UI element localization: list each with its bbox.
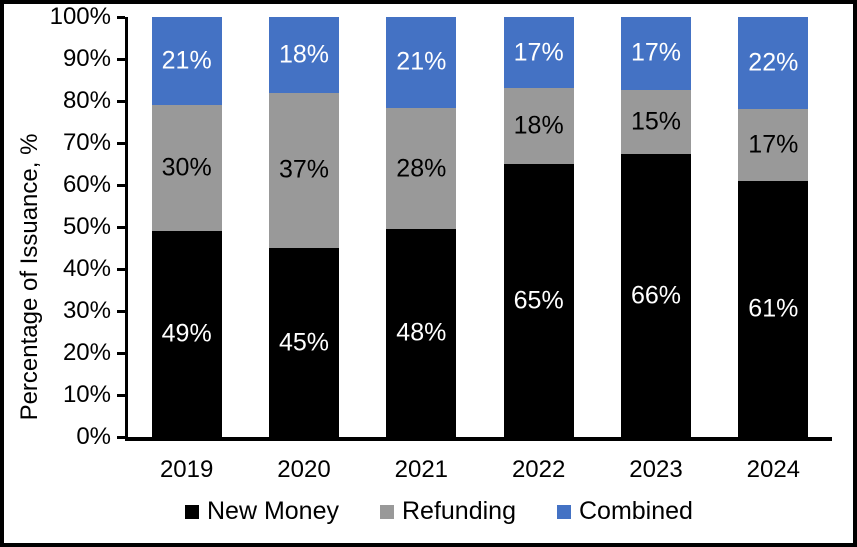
bar-segment-refunding (738, 109, 809, 181)
legend-swatch-icon (556, 504, 571, 519)
y-tick-label: 60% (62, 171, 111, 198)
y-tick-label: 20% (62, 339, 111, 366)
bar-segment-new-money (269, 248, 339, 437)
bar-segment-refunding (503, 88, 574, 164)
y-tick-mark (117, 435, 125, 439)
legend-label: Combined (578, 497, 693, 525)
y-tick-label: 100% (49, 3, 111, 30)
bar-segment-label: 45% (278, 328, 330, 356)
bar-segment-label: 65% (513, 286, 564, 314)
bar-segment-refunding (386, 107, 457, 230)
bar-segment-new-money (621, 154, 691, 437)
legend-item-refunding: Refunding (380, 497, 516, 526)
legend-item-new-money: New Money (185, 497, 339, 526)
bar-segment-combined (269, 17, 339, 93)
legend-label: Refunding (402, 497, 516, 525)
x-axis-line (125, 437, 832, 441)
bar-segment-new-money (386, 229, 457, 437)
y-axis-title: Percentage of Issuance, % (16, 133, 43, 421)
y-tick-mark (117, 225, 125, 229)
x-tick-label: 2020 (277, 456, 331, 483)
bar-segment-refunding (151, 105, 222, 232)
bar-segment-label: 28% (396, 154, 447, 183)
bar-segment-label: 48% (396, 318, 447, 347)
y-tick-mark (117, 15, 125, 19)
bar-segment-new-money (151, 231, 222, 437)
y-tick-label: 80% (62, 87, 111, 114)
y-tick-mark (117, 309, 125, 313)
bar-segment-combined (386, 17, 457, 108)
x-tick-label: 2023 (629, 456, 683, 483)
legend-swatch-icon (380, 504, 394, 519)
bar-segment-label: 15% (630, 107, 682, 136)
y-tick-label: 70% (62, 129, 111, 156)
y-axis-line (125, 17, 128, 441)
y-tick-label: 30% (62, 297, 111, 324)
y-tick-label: 10% (62, 381, 111, 408)
bar-segment-label: 17% (748, 130, 799, 159)
bar-segment-label: 17% (630, 38, 682, 67)
y-tick-mark (117, 57, 125, 61)
bar-segment-label: 17% (513, 38, 564, 67)
y-tick-label: 90% (62, 45, 111, 72)
bar-segment-combined (151, 17, 222, 106)
y-tick-mark (117, 183, 125, 187)
bar-segment-label: 66% (630, 281, 682, 310)
bar-segment-label: 22% (748, 48, 799, 77)
y-tick-label: 0% (76, 423, 111, 450)
bar-segment-combined (503, 17, 574, 89)
bar-segment-refunding (621, 89, 691, 155)
bar-segment-refunding (269, 92, 339, 248)
y-tick-mark (117, 141, 125, 145)
legend: New Money Refunding Combined (185, 497, 693, 526)
bar-segment-label: 18% (513, 111, 564, 140)
legend-item-combined: Combined (556, 497, 693, 526)
bar-segment-new-money (503, 164, 574, 437)
y-tick-mark (117, 99, 125, 103)
bar-segment-label: 49% (161, 319, 212, 348)
y-tick-mark (117, 267, 125, 271)
x-tick-label: 2022 (511, 456, 566, 483)
bar-segment-new-money (738, 180, 809, 437)
y-tick-mark (117, 393, 125, 397)
bar-segment-label: 37% (278, 155, 330, 184)
x-tick-label: 2021 (394, 456, 449, 483)
x-tick-label: 2024 (746, 456, 801, 483)
legend-swatch-icon (185, 504, 199, 519)
bar-segment-combined (738, 17, 809, 110)
bar-segment-label: 21% (396, 47, 447, 76)
bar-segment-combined (621, 17, 691, 90)
bar-segment-label: 30% (161, 153, 212, 182)
y-tick-mark (117, 351, 125, 355)
bar-segment-label: 21% (161, 46, 212, 75)
bar-segment-label: 61% (748, 294, 799, 323)
bar-segment-label: 18% (278, 40, 330, 69)
y-tick-label: 50% (62, 213, 111, 240)
x-tick-label: 2019 (159, 456, 214, 483)
legend-label: New Money (207, 497, 339, 525)
y-tick-label: 40% (62, 255, 111, 282)
